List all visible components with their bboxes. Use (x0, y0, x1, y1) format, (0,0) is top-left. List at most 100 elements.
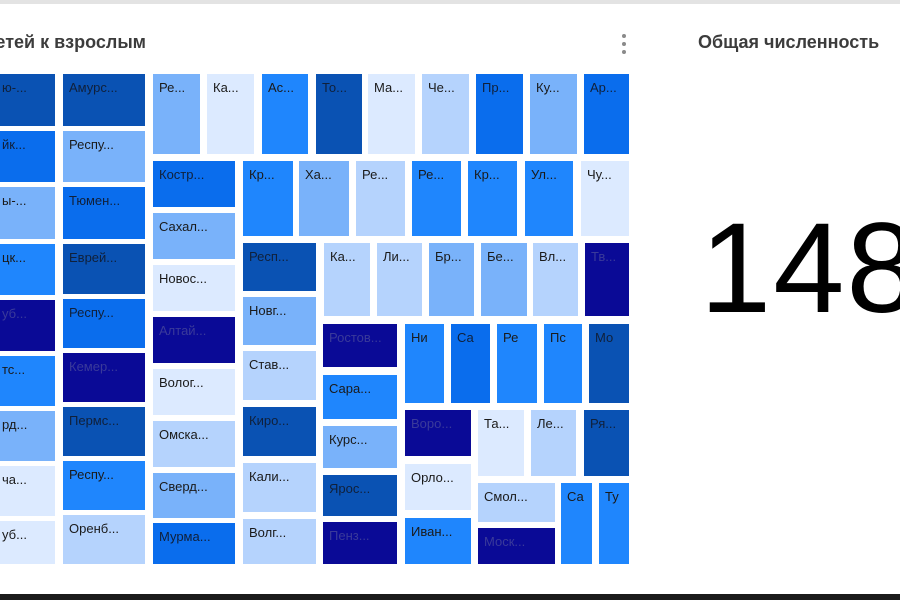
treemap-tile[interactable]: ю-... (0, 74, 55, 126)
treemap-tile[interactable]: Ар... (584, 74, 629, 154)
treemap-tile-label: Вл... (539, 249, 567, 264)
treemap-tile[interactable]: йк... (0, 131, 55, 182)
treemap-tile[interactable]: Вл... (533, 243, 578, 316)
panel-menu-icon[interactable] (616, 32, 632, 56)
treemap-tile[interactable]: Курс... (323, 426, 397, 468)
treemap-tile-label: Ле... (537, 416, 564, 431)
treemap-tile[interactable]: То... (316, 74, 362, 154)
treemap-tile[interactable]: Сверд... (153, 473, 235, 518)
treemap-tile[interactable]: Ка... (324, 243, 370, 316)
treemap-tile[interactable]: Воро... (405, 410, 471, 456)
treemap-tile-label: Кр... (474, 167, 500, 182)
treemap-tile[interactable]: Алтай... (153, 317, 235, 363)
treemap-tile[interactable]: ы-... (0, 187, 55, 239)
treemap-tile-label: Сахал... (159, 219, 208, 234)
treemap-tile-label: Ли... (383, 249, 410, 264)
treemap-tile-label: То... (322, 80, 347, 95)
treemap-tile[interactable]: Сахал... (153, 213, 235, 259)
treemap-tile[interactable]: Респ... (243, 243, 316, 291)
treemap-tile-label: Омска... (159, 427, 209, 442)
treemap-tile[interactable]: тс... (0, 356, 55, 406)
treemap-tile[interactable]: Респу... (63, 131, 145, 182)
treemap-tile[interactable]: Омска... (153, 421, 235, 467)
treemap-tile[interactable]: Киро... (243, 407, 316, 456)
treemap-tile[interactable]: Новос... (153, 265, 235, 311)
treemap-tile[interactable]: Ря... (584, 410, 629, 476)
treemap-tile[interactable]: Ка... (207, 74, 254, 154)
treemap-tile[interactable]: рд... (0, 411, 55, 461)
treemap-tile[interactable]: Ре... (356, 161, 405, 236)
treemap-tile-label: Амурс... (69, 80, 118, 95)
treemap-tile[interactable]: Оренб... (63, 515, 145, 564)
treemap-tile[interactable]: уб... (0, 300, 55, 351)
treemap-tile-label: Ку... (536, 80, 560, 95)
treemap-tile-label: Мурма... (159, 529, 211, 544)
treemap-tile[interactable]: Ха... (299, 161, 349, 236)
treemap-tile[interactable]: Мо (589, 324, 629, 403)
treemap-tile[interactable]: Ре... (153, 74, 200, 154)
treemap-tile[interactable]: Че... (422, 74, 469, 154)
treemap-tile-label: Мо (595, 330, 614, 345)
treemap-tile-label: Костр... (159, 167, 205, 182)
treemap-tile[interactable]: Ре... (412, 161, 461, 236)
treemap-tile[interactable]: Бр... (429, 243, 474, 316)
treemap-tile[interactable]: Са (561, 483, 592, 564)
treemap-tile-label: уб... (2, 306, 27, 321)
treemap-tile-label: Ха... (305, 167, 332, 182)
treemap-tile[interactable]: Ре (497, 324, 537, 403)
treemap-tile[interactable]: Ул... (525, 161, 573, 236)
treemap-tile[interactable]: Ку... (530, 74, 577, 154)
treemap-tile-label: Новг... (249, 303, 287, 318)
treemap-tile[interactable]: Кр... (243, 161, 293, 236)
treemap-tile[interactable]: Та... (478, 410, 524, 476)
treemap-tile[interactable]: Ростов... (323, 324, 397, 367)
treemap-tile-label: Волг... (249, 525, 287, 540)
treemap-tile[interactable]: цк... (0, 244, 55, 295)
treemap-tile[interactable]: Волог... (153, 369, 235, 415)
treemap-tile-label: Смол... (484, 489, 528, 504)
treemap-tile[interactable]: уб... (0, 521, 55, 564)
treemap-tile[interactable]: ча... (0, 466, 55, 516)
treemap-tile-label: Са (567, 489, 584, 504)
treemap-tile[interactable]: Пенз... (323, 522, 397, 564)
treemap-tile[interactable]: Сара... (323, 375, 397, 419)
treemap-tile-label: йк... (2, 137, 26, 152)
treemap-tile[interactable]: Пр... (476, 74, 523, 154)
treemap-tile[interactable]: Иван... (405, 518, 471, 564)
treemap-tile[interactable]: Тюмен... (63, 187, 145, 239)
treemap-tile[interactable]: Орло... (405, 464, 471, 510)
treemap-tile[interactable]: Амурс... (63, 74, 145, 126)
treemap-tile[interactable]: Новг... (243, 297, 316, 345)
treemap-tile[interactable]: Респу... (63, 461, 145, 510)
treemap-tile[interactable]: Еврей... (63, 244, 145, 294)
treemap-tile[interactable]: Мурма... (153, 523, 235, 564)
total-value: 148 (700, 197, 900, 340)
treemap-tile[interactable]: Бе... (481, 243, 527, 316)
treemap-tile-label: Ре... (418, 167, 445, 182)
treemap-tile-label: Ка... (330, 249, 356, 264)
treemap-tile[interactable]: Ма... (368, 74, 415, 154)
treemap-tile[interactable]: Ли... (377, 243, 422, 316)
treemap-panel-title: детей к взрослым (0, 32, 146, 52)
treemap-tile[interactable]: Ярос... (323, 475, 397, 516)
treemap-tile[interactable]: Волг... (243, 519, 316, 564)
treemap-tile[interactable]: Пс (544, 324, 582, 403)
treemap-tile[interactable]: Став... (243, 351, 316, 400)
treemap-tile[interactable]: Моск... (478, 528, 555, 564)
treemap-tile[interactable]: Кали... (243, 463, 316, 512)
bottom-border (0, 594, 900, 600)
treemap-tile-label: Са (457, 330, 474, 345)
treemap-tile[interactable]: Респу... (63, 299, 145, 348)
treemap-tile[interactable]: Са (451, 324, 490, 403)
treemap-tile[interactable]: Тв... (585, 243, 629, 316)
treemap-tile[interactable]: Кемер... (63, 353, 145, 402)
treemap-tile[interactable]: Пермс... (63, 407, 145, 456)
treemap-tile[interactable]: Ле... (531, 410, 576, 476)
treemap-tile[interactable]: Смол... (478, 483, 555, 522)
treemap-tile[interactable]: Кр... (468, 161, 517, 236)
treemap-tile[interactable]: Костр... (153, 161, 235, 207)
treemap-tile[interactable]: Чу... (581, 161, 629, 236)
treemap-tile[interactable]: Ас... (262, 74, 308, 154)
treemap-tile[interactable]: Ни (405, 324, 444, 403)
treemap-tile[interactable]: Ту (599, 483, 629, 564)
